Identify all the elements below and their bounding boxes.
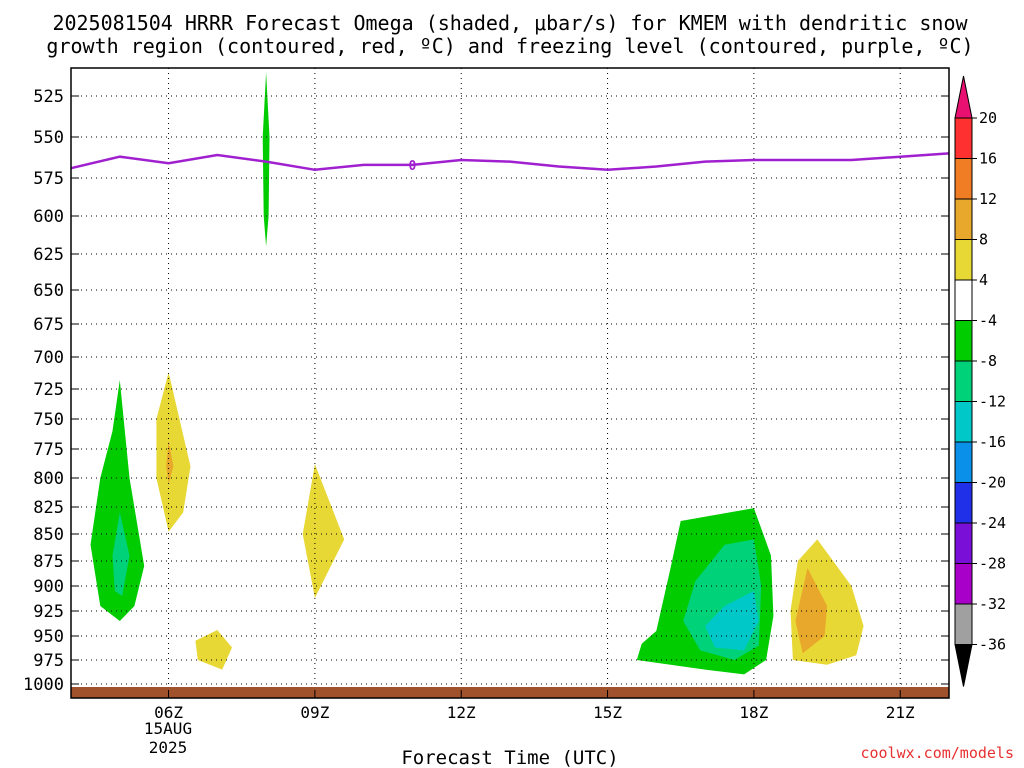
y-tick-label-725: 725 [33,380,64,400]
y-tick-label-950: 950 [33,627,64,647]
colorbar-bin-12 [954,603,973,645]
credit-link[interactable]: coolwx.com/models [860,744,1014,762]
y-tick-label-775: 775 [33,440,64,460]
surface-fill [71,687,949,698]
plot-area: 0 [70,67,950,699]
colorbar-label-11: -28 [979,555,1006,573]
y-tick-label-550: 550 [33,128,64,148]
x-tick-label-09Z: 09Z [300,703,329,722]
colorbar-bin-11 [954,563,973,605]
y-axis: 525 550 575 600 625 650 675 700 725 750 775 800 825 8… [23,87,949,695]
colorbar-bin-10 [954,522,973,564]
y-tick-label-825: 825 [33,498,64,518]
colorbar-bin-9 [954,482,973,524]
colorbar-label-4: 4 [979,271,988,289]
omega-region-1 [90,380,145,621]
omega-region-6 [195,630,232,670]
colorbar-bin-0 [954,117,973,159]
date-label-day: 15AUG [144,719,192,738]
grid-lines [71,68,949,698]
colorbar-label-10: -24 [979,514,1006,532]
chart-title-line2: growth region (contoured, red, ºC) and f… [46,34,973,58]
colorbar-bin-4 [954,279,973,321]
x-tick-label-12Z: 12Z [447,703,476,722]
date-label-year: 2025 [149,738,188,757]
x-axis: 06Z 09Z 12Z 15Z 18Z 21Z [154,690,915,722]
x-axis-label: Forecast Time (UTC) [401,747,618,768]
y-tick-label-675: 675 [33,315,64,335]
omega-region-3 [156,372,191,532]
omega-region-4 [166,440,174,484]
y-tick-label-1000: 1000 [23,675,64,695]
colorbar-bin-1 [954,158,973,200]
chart-title-line1: 2025081504 HRRR Forecast Omega (shaded, … [52,11,968,35]
colorbar-label-7: -12 [979,393,1006,411]
colorbar-bin-3 [954,239,973,281]
colorbar-label-2: 12 [979,190,997,208]
colorbar-top-arrow [954,75,973,119]
y-tick-label-975: 975 [33,651,64,671]
x-tick-label-06Z: 06Z [154,703,183,722]
y-tick-label-750: 750 [33,410,64,430]
y-tick-label-525: 525 [33,87,64,107]
x-tick-label-18Z: 18Z [739,703,768,722]
y-tick-label-600: 600 [33,207,64,227]
colorbar-bin-7 [954,401,973,443]
colorbar-bin-2 [954,198,973,240]
omega-region-2 [112,512,130,596]
plot-frame [70,67,950,699]
colorbar-bin-6 [954,360,973,402]
colorbar-label-8: -16 [979,433,1006,451]
y-tick-label-575: 575 [33,169,64,189]
y-tick-label-875: 875 [33,552,64,572]
freezing-level-contour: 0 [70,152,950,174]
colorbar: 20 16 12 8 4 -4 -8 -12 -16 -20 -24 -28 -32 -36 [954,75,1006,687]
y-tick-label-650: 650 [33,281,64,301]
colorbar-label-13: -36 [979,636,1006,654]
omega-region-9 [705,591,759,651]
x-tick-label-21Z: 21Z [886,703,915,722]
y-tick-label-900: 900 [33,577,64,597]
y-tick-label-625: 625 [33,245,64,265]
y-tick-label-850: 850 [33,525,64,545]
colorbar-label-9: -20 [979,474,1006,492]
omega-region-5 [302,464,345,598]
colorbar-label-5: -4 [979,312,997,330]
colorbar-bottom-arrow [954,644,973,687]
y-tick-label-800: 800 [33,469,64,489]
colorbar-label-1: 16 [979,150,997,168]
y-tick-label-700: 700 [33,348,64,368]
colorbar-bin-8 [954,441,973,483]
colorbar-label-6: -8 [979,352,997,370]
freezing-level-label: 0 [409,159,417,174]
freezing-level-line [70,152,950,172]
omega-regions [90,72,864,675]
colorbar-label-12: -32 [979,595,1006,613]
y-tick-label-925: 925 [33,602,64,622]
colorbar-bin-5 [954,320,973,362]
omega-region-0 [262,72,270,247]
colorbar-label-3: 8 [979,231,988,249]
surface-band [71,687,949,698]
x-tick-label-15Z: 15Z [593,703,622,722]
colorbar-label-0: 20 [979,109,997,127]
